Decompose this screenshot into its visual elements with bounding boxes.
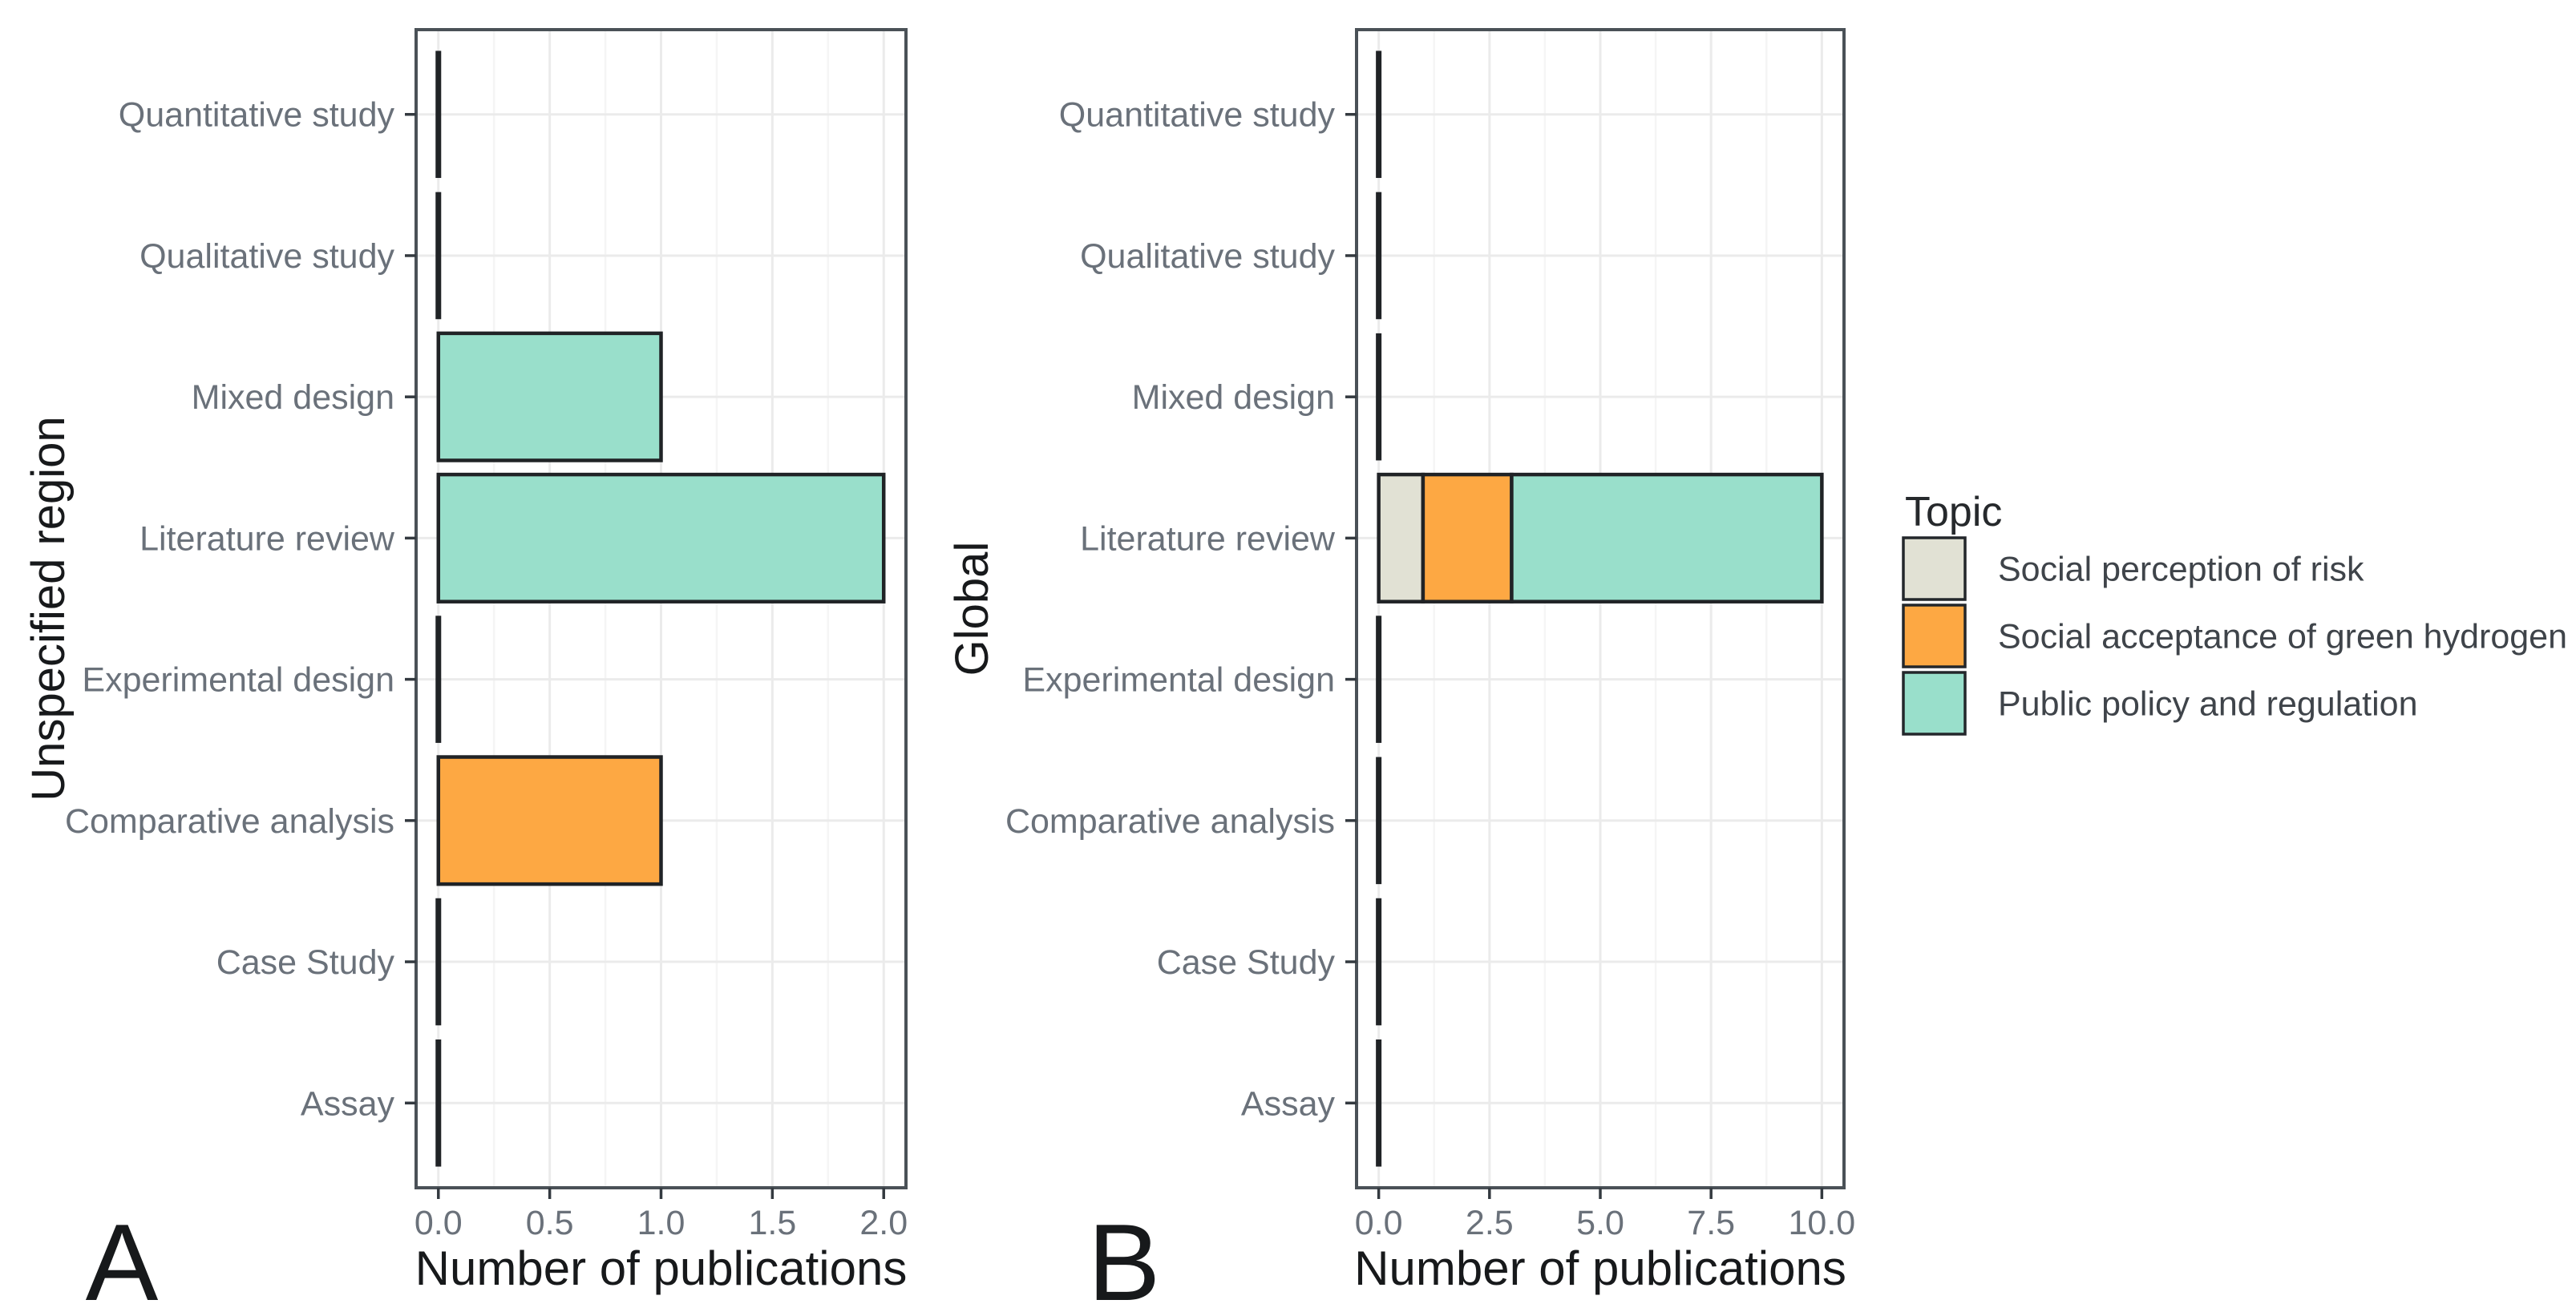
category-label-assay: Assay [1241, 1084, 1336, 1123]
category-label-quantitative-study: Quantitative study [119, 96, 395, 135]
x-tick-label: 7.5 [1687, 1204, 1735, 1242]
x-tick-label: 10.0 [1789, 1204, 1856, 1242]
legend-swatch-public-policy-and-regulation [1902, 671, 1967, 736]
x-tick-label: 5.0 [1576, 1204, 1624, 1242]
zero-count-bar-assay [1376, 1039, 1382, 1167]
bar-segment-literature-review-social-perception-of-risk [1377, 472, 1425, 604]
category-label-case-study: Case Study [1157, 943, 1336, 982]
zero-count-bar-qualitative-study [1376, 192, 1382, 320]
category-label-qualitative-study: Qualitative study [1080, 237, 1335, 276]
category-label-experimental-design: Experimental design [1022, 661, 1335, 700]
legend-swatch-social-perception-of-risk [1902, 536, 1967, 601]
zero-count-bar-experimental-design [435, 616, 442, 743]
category-label-experimental-design: Experimental design [82, 661, 394, 700]
panel-letter: B [1088, 1201, 1161, 1312]
zero-count-bar-case-study [435, 898, 442, 1026]
legend-label: Social acceptance of green hydrogen [1998, 618, 2567, 656]
x-tick-label: 1.0 [637, 1204, 685, 1242]
legend: Topic Social perception of risk Social acc… [1902, 489, 2567, 736]
category-label-comparative-analysis: Comparative analysis [1005, 802, 1335, 841]
category-label-mixed-design: Mixed design [192, 378, 394, 417]
bar-segment-mixed-design-public-policy-and-regulation [436, 331, 663, 462]
category-label-qualitative-study: Qualitative study [140, 237, 394, 276]
zero-count-bar-quantitative-study [1376, 50, 1382, 179]
category-label-case-study: Case Study [216, 943, 395, 982]
x-tick-label: 0.0 [415, 1204, 463, 1242]
bar-segment-literature-review-social-acceptance-of-green-hydrogen [1421, 472, 1514, 604]
x-tick-label: 1.5 [748, 1204, 796, 1242]
x-tick-label: 2.0 [859, 1204, 908, 1242]
zero-count-bar-quantitative-study [435, 50, 442, 179]
y-axis-title: Unspecified region [22, 416, 75, 801]
category-label-assay: Assay [301, 1084, 395, 1123]
x-tick-label: 0.5 [526, 1204, 574, 1242]
x-axis-title: Number of publications [415, 1241, 908, 1295]
zero-count-bar-mixed-design [1376, 333, 1382, 461]
bar-segment-comparative-analysis-social-acceptance-of-green-hydrogen [436, 755, 663, 886]
legend-label: Social perception of risk [1998, 551, 2364, 589]
category-label-comparative-analysis: Comparative analysis [65, 802, 394, 841]
panel-B: 0.0 2.5 5.0 7.5 10.0 Quantitative study Qualit… [946, 28, 1856, 1316]
panel-A: 0.0 0.5 1.0 1.5 2.0 Quantitative study Qualita… [22, 28, 908, 1316]
x-tick-label: 2.5 [1466, 1204, 1514, 1242]
bar-segment-literature-review-public-policy-and-regulation [1510, 472, 1824, 604]
legend-swatch-social-acceptance-of-green-hydrogen [1902, 604, 1967, 668]
category-label-literature-review: Literature review [1080, 519, 1336, 558]
legend-title: Topic [1905, 489, 2002, 535]
zero-count-bar-experimental-design [1376, 616, 1382, 743]
legend-label: Public policy and regulation [1998, 685, 2418, 724]
category-label-mixed-design: Mixed design [1132, 378, 1335, 417]
x-tick-label: 0.0 [1355, 1204, 1403, 1242]
category-label-literature-review: Literature review [140, 519, 395, 558]
x-axis-title: Number of publications [1354, 1241, 1846, 1295]
zero-count-bar-assay [435, 1039, 442, 1167]
zero-count-bar-case-study [1376, 898, 1382, 1026]
zero-count-bar-comparative-analysis [1376, 757, 1382, 885]
bar-segment-literature-review-public-policy-and-regulation [436, 472, 886, 604]
panel-letter: A [86, 1201, 159, 1312]
y-axis-title: Global [946, 542, 998, 676]
category-label-quantitative-study: Quantitative study [1059, 96, 1336, 135]
zero-count-bar-qualitative-study [435, 192, 442, 320]
